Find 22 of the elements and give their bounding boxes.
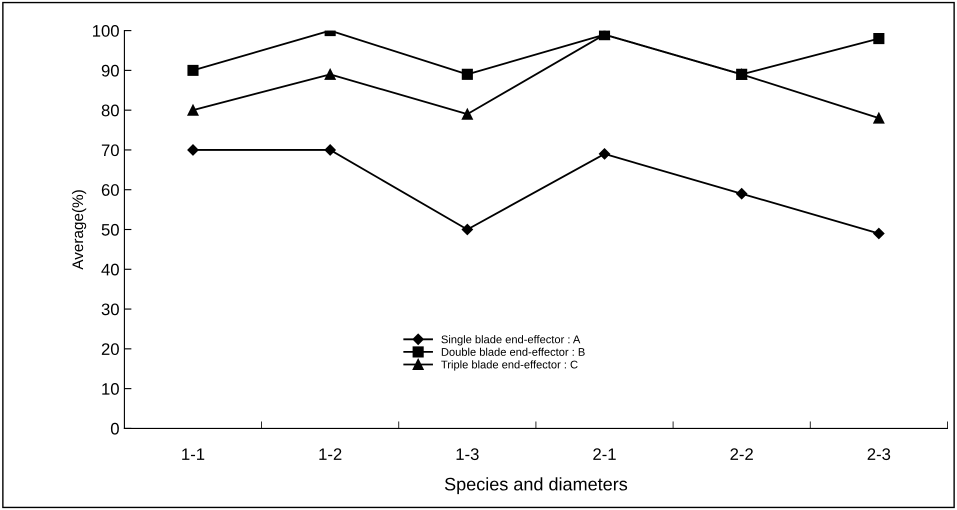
x-tick-label: 2-1 <box>593 448 616 460</box>
y-tick-label: 80 <box>102 104 119 116</box>
y-tick-label: 60 <box>102 184 119 196</box>
y-tick-label: 40 <box>101 264 119 276</box>
x-tick-label: 1-1 <box>182 448 204 460</box>
legend-label: Triple blade end-effector : C <box>441 360 578 371</box>
y-tick-label: 10 <box>102 383 119 395</box>
x-axis-title: Species and diameters <box>444 477 628 494</box>
x-tick-label: 1-3 <box>456 448 479 460</box>
x-tick-label: 2-2 <box>730 448 753 460</box>
y-tick-label: 0 <box>110 422 119 435</box>
y-tick-label: 20 <box>102 343 119 356</box>
y-tick-label: 50 <box>102 224 119 236</box>
legend-label: Single blade end-effector : A <box>441 335 580 346</box>
y-axis-title: Average(%) <box>72 190 86 270</box>
x-tick-label: 2-3 <box>868 448 890 460</box>
y-tick-label: 70 <box>102 144 119 156</box>
y-tick-label: 90 <box>102 64 119 77</box>
x-tick-label: 1-2 <box>319 448 342 460</box>
y-tick-label: 100 <box>93 25 119 37</box>
legend-label: Double blade end-effector : B <box>442 348 585 356</box>
y-tick-label: 30 <box>102 303 119 316</box>
